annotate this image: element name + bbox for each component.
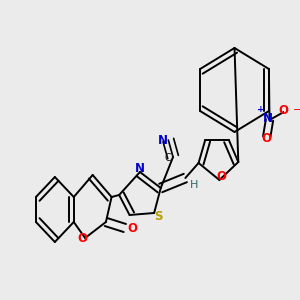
Text: O: O <box>216 170 226 184</box>
Text: O: O <box>279 103 289 116</box>
Text: O: O <box>77 232 87 245</box>
Text: H: H <box>190 180 198 190</box>
Text: N: N <box>262 112 273 124</box>
Text: S: S <box>154 211 162 224</box>
Text: −: − <box>293 105 300 115</box>
Text: N: N <box>158 134 168 146</box>
Text: C: C <box>164 153 171 163</box>
Text: O: O <box>262 131 272 145</box>
Text: O: O <box>128 221 137 235</box>
Text: +: + <box>257 106 265 115</box>
Text: N: N <box>135 163 145 176</box>
